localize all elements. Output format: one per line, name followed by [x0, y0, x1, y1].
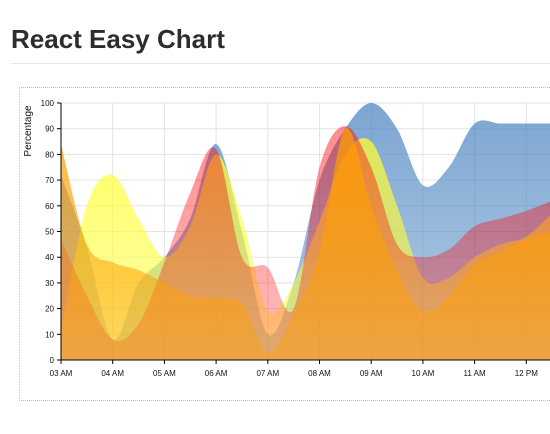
x-tick-label: 12 PM [515, 369, 538, 378]
x-tick-label: 08 AM [308, 369, 331, 378]
y-tick-label: 70 [45, 176, 54, 185]
x-tick-label: 11 AM [464, 369, 486, 378]
chart-frame [19, 87, 550, 401]
page-title: React Easy Chart [11, 24, 225, 54]
x-tick-label: 03 AM [50, 369, 73, 378]
chart-axes: 0 10 20 30 40 50 60 70 80 90 100 03 AM 04 AM 05 AM 06 … [41, 99, 550, 378]
y-tick-label: 20 [45, 305, 54, 314]
y-tick-label: 40 [45, 253, 54, 262]
chart-series [61, 103, 550, 360]
x-tick-label: 10 AM [412, 369, 435, 378]
y-tick-label: 30 [45, 279, 54, 288]
y-tick-label: 90 [45, 125, 54, 134]
x-tick-label: 09 AM [360, 369, 383, 378]
area-series-4 [61, 128, 550, 360]
x-tick-label: 05 AM [153, 369, 176, 378]
y-tick-label: 80 [45, 150, 54, 159]
x-tick-label: 04 AM [101, 369, 124, 378]
y-tick-label: 10 [45, 330, 54, 339]
title-divider [11, 63, 550, 64]
y-tick-label: 60 [45, 202, 54, 211]
y-tick-label: 50 [45, 228, 54, 237]
y-tick-label: 100 [41, 99, 55, 108]
y-axis-label: Percentage [23, 105, 34, 157]
x-tick-label: 07 AM [256, 369, 279, 378]
x-tick-label: 06 AM [205, 369, 228, 378]
y-tick-label: 0 [50, 356, 55, 365]
